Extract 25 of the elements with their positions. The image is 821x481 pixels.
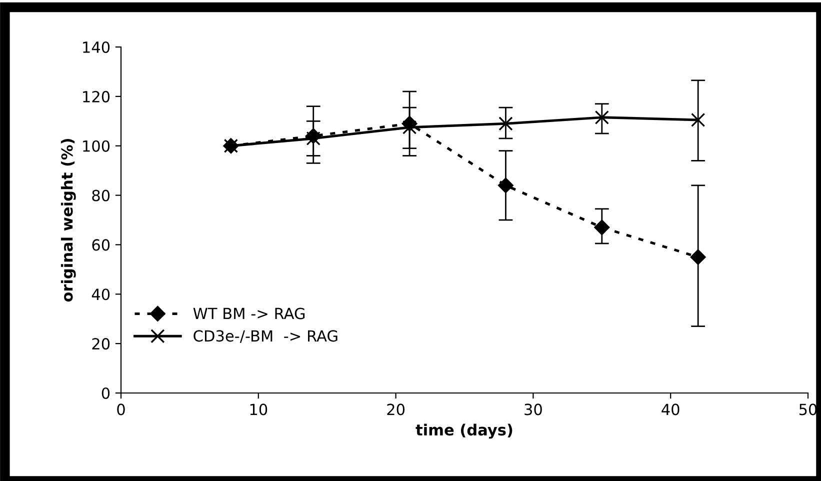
x-tick-label: 40 [662, 404, 680, 416]
y-tick-label: 20 [92, 338, 110, 350]
y-tick-label: 0 [102, 387, 110, 400]
y-tick-label: 40 [92, 288, 110, 300]
point [306, 131, 320, 146]
x-tick-label: 30 [524, 404, 542, 416]
point [402, 120, 417, 134]
point [690, 249, 706, 265]
y-tick-label: 60 [92, 239, 110, 251]
legend-label: WT BM -> RAG [193, 308, 305, 320]
x-tick-label: 20 [387, 404, 405, 416]
legend-label: CD3e-/-BM -> RAG [194, 330, 338, 343]
point [594, 110, 609, 125]
x-tick-label: 0 [117, 404, 125, 416]
y-tick-label: 140 [83, 41, 110, 54]
point [498, 116, 513, 131]
point [690, 112, 706, 127]
y-tick-label: 100 [83, 140, 110, 152]
point [594, 220, 610, 236]
y-tick-label: 80 [92, 190, 110, 202]
y-tick-label: 120 [83, 90, 110, 102]
x-axis-title: time (days) [416, 424, 512, 439]
x-tick-label: 10 [250, 404, 268, 416]
point [498, 178, 514, 194]
y-axis-title: original weight (%) [60, 139, 76, 302]
